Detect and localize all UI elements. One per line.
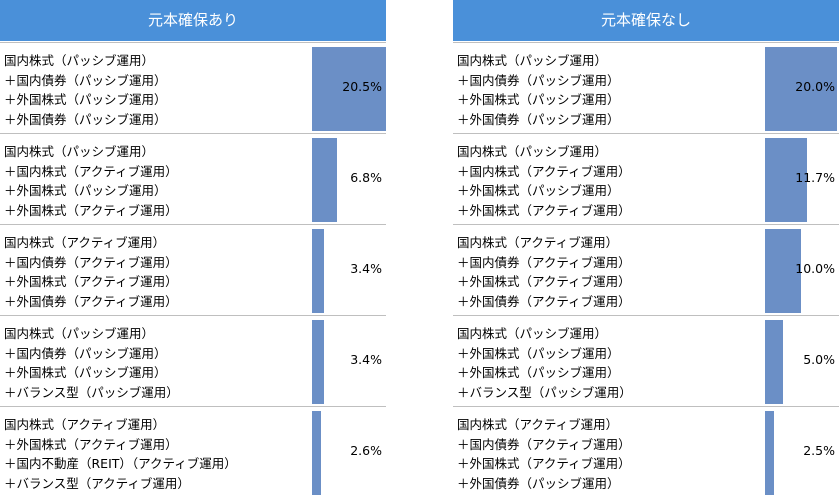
category-label-line: ＋外国債券（アクティブ運用） bbox=[457, 293, 631, 309]
category-label-line: 国内株式（パッシブ運用） bbox=[4, 144, 155, 159]
category-label-line: ＋外国債券（アクティブ運用） bbox=[4, 293, 178, 309]
category-label-line: ＋外国株式（アクティブ運用） bbox=[457, 202, 631, 218]
category-label-line: ＋外国株式（アクティブ運用） bbox=[4, 436, 178, 452]
category-label-line: ＋国内債券（アクティブ運用） bbox=[4, 254, 178, 270]
category-label: 国内株式（パッシブ運用） ＋国内株式（アクティブ運用） ＋外国株式（パッシブ運用） ＋… bbox=[457, 142, 757, 220]
value-label: 3.4% bbox=[350, 261, 382, 276]
category-label-line: ＋外国債券（パッシブ運用） bbox=[457, 111, 620, 127]
category-label: 国内株式（アクティブ運用） ＋国内債券（アクティブ運用） ＋外国株式（アクティブ運用… bbox=[457, 415, 757, 493]
category-label-line: ＋外国株式（パッシブ運用） bbox=[457, 92, 620, 107]
category-label-line: ＋国内債券（パッシブ運用） bbox=[4, 345, 167, 361]
chart-panel-principal-guaranteed: 元本確保あり 国内株式（パッシブ運用） ＋国内債券（パッシブ運用） ＋外国株式（パッ… bbox=[0, 0, 386, 496]
category-label: 国内株式（アクティブ運用） ＋国内債券（アクティブ運用） ＋外国株式（アクティブ運用… bbox=[457, 233, 757, 311]
bar bbox=[765, 411, 774, 495]
bar bbox=[312, 138, 337, 222]
category-label: 国内株式（パッシブ運用） ＋外国株式（パッシブ運用） ＋外国株式（パッシブ運用） ＋バ… bbox=[457, 324, 757, 402]
bar bbox=[312, 320, 324, 404]
bar bbox=[312, 411, 321, 495]
bar-row: 国内株式（アクティブ運用） ＋外国株式（アクティブ運用） ＋国内不動産（REIT）（… bbox=[0, 406, 386, 495]
bar-row: 国内株式（パッシブ運用） ＋国内株式（アクティブ運用） ＋外国株式（パッシブ運用） ＋… bbox=[0, 133, 386, 222]
bar-row: 国内株式（パッシブ運用） ＋国内債券（パッシブ運用） ＋外国株式（パッシブ運用） ＋外… bbox=[453, 42, 839, 131]
category-label-line: ＋バランス型（パッシブ運用） bbox=[457, 384, 632, 400]
category-label-line: 国内株式（パッシブ運用） bbox=[457, 53, 608, 68]
category-label-line: ＋外国株式（パッシブ運用） bbox=[457, 183, 620, 198]
category-label-line: 国内株式（パッシブ運用） bbox=[457, 144, 608, 159]
category-label: 国内株式（アクティブ運用） ＋国内債券（アクティブ運用） ＋外国株式（アクティブ運用… bbox=[4, 233, 304, 311]
bar bbox=[765, 138, 807, 222]
category-label-line: ＋国内債券（アクティブ運用） bbox=[457, 436, 631, 452]
value-label: 10.0% bbox=[795, 261, 835, 276]
category-label: 国内株式（パッシブ運用） ＋国内債券（パッシブ運用） ＋外国株式（パッシブ運用） ＋バ… bbox=[4, 324, 304, 402]
category-label-line: 国内株式（アクティブ運用） bbox=[457, 417, 619, 432]
bar-row: 国内株式（パッシブ運用） ＋国内債券（パッシブ運用） ＋外国株式（パッシブ運用） ＋バ… bbox=[0, 315, 386, 404]
bar bbox=[312, 229, 324, 313]
bar-row: 国内株式（アクティブ運用） ＋国内債券（アクティブ運用） ＋外国株式（アクティブ運用… bbox=[0, 224, 386, 313]
category-label-line: ＋外国株式（アクティブ運用） bbox=[4, 202, 178, 218]
category-label-line: ＋国内株式（アクティブ運用） bbox=[457, 163, 631, 179]
category-label: 国内株式（アクティブ運用） ＋外国株式（アクティブ運用） ＋国内不動産（REIT）（… bbox=[4, 415, 304, 493]
category-label: 国内株式（パッシブ運用） ＋国内債券（パッシブ運用） ＋外国株式（パッシブ運用） ＋外… bbox=[457, 51, 757, 129]
value-label: 20.5% bbox=[342, 79, 382, 94]
value-label: 2.5% bbox=[803, 443, 835, 458]
bar bbox=[312, 47, 386, 131]
value-label: 6.8% bbox=[350, 170, 382, 185]
value-label: 5.0% bbox=[803, 352, 835, 367]
category-label-line: ＋外国株式（パッシブ運用） bbox=[4, 92, 167, 107]
bar-row: 国内株式（パッシブ運用） ＋外国株式（パッシブ運用） ＋外国株式（パッシブ運用） ＋バ… bbox=[453, 315, 839, 404]
bar-row: 国内株式（アクティブ運用） ＋国内債券（アクティブ運用） ＋外国株式（アクティブ運用… bbox=[453, 224, 839, 313]
bar bbox=[765, 47, 837, 131]
bar-row: 国内株式（パッシブ運用） ＋国内株式（アクティブ運用） ＋外国株式（パッシブ運用） ＋… bbox=[453, 133, 839, 222]
value-label: 20.0% bbox=[795, 79, 835, 94]
category-label-line: ＋外国株式（アクティブ運用） bbox=[4, 274, 178, 289]
bar bbox=[765, 320, 783, 404]
category-label-line: ＋外国株式（パッシブ運用） bbox=[4, 365, 167, 380]
category-label-line: ＋国内債券（パッシブ運用） bbox=[4, 72, 167, 88]
panel-title: 元本確保なし bbox=[453, 0, 839, 41]
bar bbox=[765, 229, 801, 313]
chart-panel-no-principal-guarantee: 元本確保なし 国内株式（パッシブ運用） ＋国内債券（パッシブ運用） ＋外国株式（パッ… bbox=[453, 0, 839, 496]
value-label: 11.7% bbox=[795, 170, 835, 185]
value-label: 3.4% bbox=[350, 352, 382, 367]
category-label-line: ＋外国株式（アクティブ運用） bbox=[457, 274, 631, 289]
category-label-line: ＋バランス型（アクティブ運用） bbox=[4, 475, 190, 491]
category-label-line: 国内株式（アクティブ運用） bbox=[4, 417, 166, 432]
category-label-line: 国内株式（パッシブ運用） bbox=[4, 326, 155, 341]
category-label-line: ＋外国株式（アクティブ運用） bbox=[457, 456, 631, 471]
category-label: 国内株式（パッシブ運用） ＋国内債券（パッシブ運用） ＋外国株式（パッシブ運用） ＋外… bbox=[4, 51, 304, 129]
category-label-line: ＋国内債券（アクティブ運用） bbox=[457, 254, 631, 270]
category-label-line: 国内株式（アクティブ運用） bbox=[4, 235, 166, 250]
category-label-line: ＋バランス型（パッシブ運用） bbox=[4, 384, 179, 400]
category-label-line: ＋国内不動産（REIT）（アクティブ運用） bbox=[4, 456, 237, 471]
category-label-line: ＋外国債券（パッシブ運用） bbox=[4, 111, 167, 127]
category-label-line: ＋外国株式（パッシブ運用） bbox=[4, 183, 167, 198]
category-label-line: ＋外国債券（パッシブ運用） bbox=[457, 475, 620, 491]
value-label: 2.6% bbox=[350, 443, 382, 458]
bar-row: 国内株式（パッシブ運用） ＋国内債券（パッシブ運用） ＋外国株式（パッシブ運用） ＋外… bbox=[0, 42, 386, 131]
bar-row: 国内株式（アクティブ運用） ＋国内債券（アクティブ運用） ＋外国株式（アクティブ運用… bbox=[453, 406, 839, 495]
category-label-line: 国内株式（パッシブ運用） bbox=[457, 326, 608, 341]
panel-title: 元本確保あり bbox=[0, 0, 386, 41]
category-label-line: ＋国内株式（アクティブ運用） bbox=[4, 163, 178, 179]
category-label-line: ＋国内債券（パッシブ運用） bbox=[457, 72, 620, 88]
category-label-line: 国内株式（アクティブ運用） bbox=[457, 235, 619, 250]
category-label: 国内株式（パッシブ運用） ＋国内株式（アクティブ運用） ＋外国株式（パッシブ運用） ＋… bbox=[4, 142, 304, 220]
category-label-line: 国内株式（パッシブ運用） bbox=[4, 53, 155, 68]
category-label-line: ＋外国株式（パッシブ運用） bbox=[457, 345, 620, 361]
category-label-line: ＋外国株式（パッシブ運用） bbox=[457, 365, 620, 380]
